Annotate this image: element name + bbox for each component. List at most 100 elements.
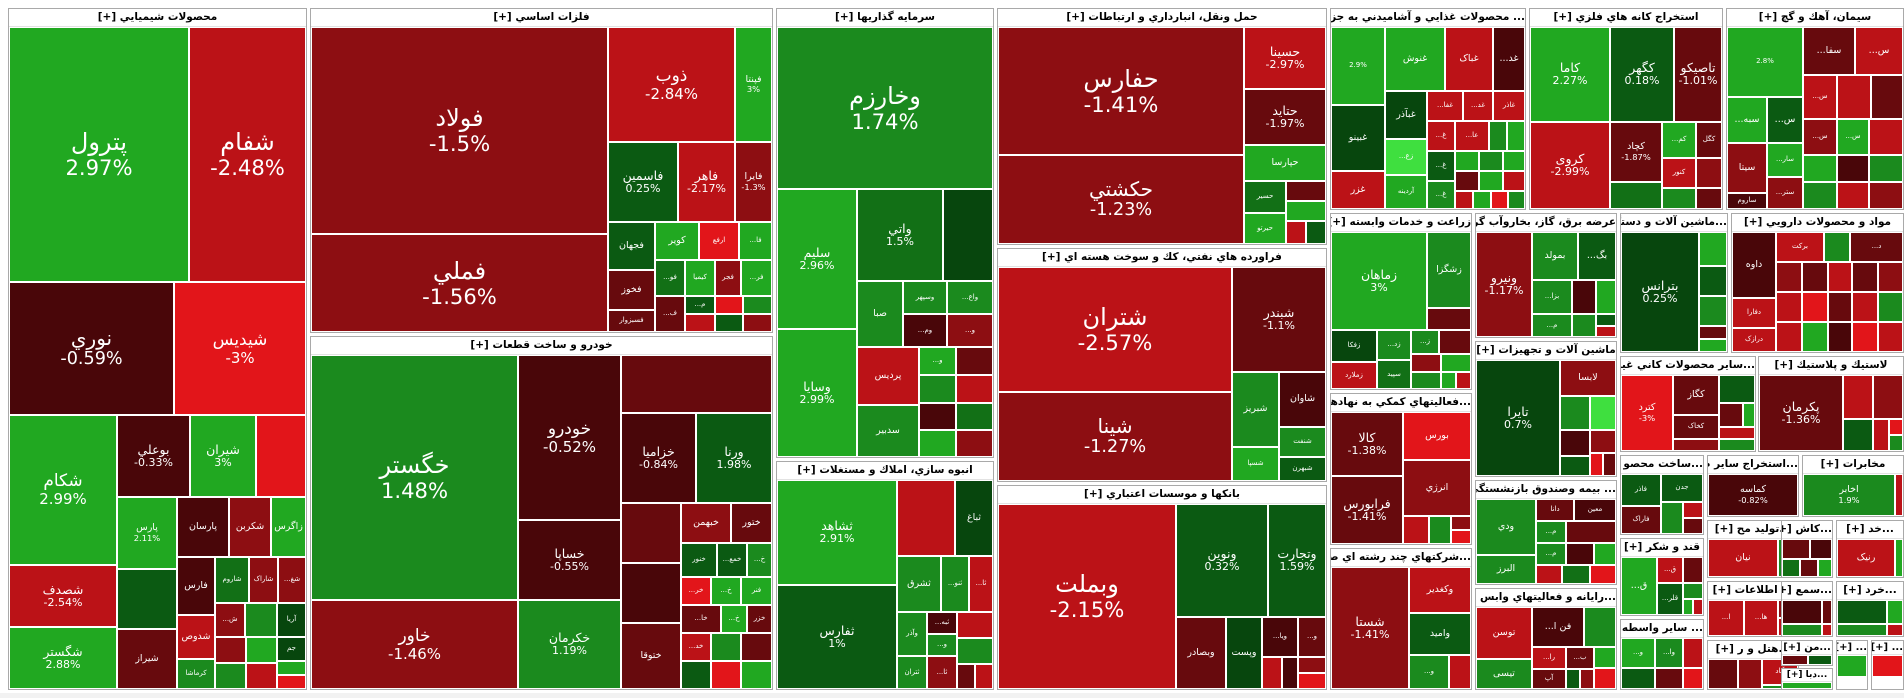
stock-tile[interactable]: س... xyxy=(1803,119,1837,155)
stock-tile[interactable]: خر... xyxy=(681,577,711,605)
stock-tile[interactable] xyxy=(1503,171,1525,191)
stock-tile[interactable]: وخارزم 1.74% xyxy=(777,27,993,189)
stock-tile[interactable]: ختوقا xyxy=(621,623,681,689)
stock-tile[interactable]: م... xyxy=(1532,314,1572,337)
stock-tile[interactable] xyxy=(743,296,772,314)
sector-title[interactable]: انبوه سازي، املاك و مستغلات [+] xyxy=(777,462,993,480)
stock-tile[interactable]: شیران 3% xyxy=(190,415,256,497)
stock-tile[interactable] xyxy=(1889,435,1903,451)
stock-tile[interactable]: نیان xyxy=(1708,539,1778,577)
sector-title[interactable]: ... محصولات غذایي و آشامیدني به جز قند [… xyxy=(1331,9,1525,27)
stock-tile[interactable]: خگستر 1.48% xyxy=(311,355,518,600)
stock-tile[interactable] xyxy=(1824,232,1850,262)
stock-tile[interactable]: ذوب -2.84% xyxy=(608,27,735,142)
stock-tile[interactable]: وپست xyxy=(1226,617,1262,689)
sector-title[interactable]: ... سایر واسطه [+] xyxy=(1621,620,1703,638)
stock-tile[interactable] xyxy=(1895,539,1903,577)
stock-tile[interactable] xyxy=(1837,75,1871,119)
sector-title[interactable]: ...دبا [+] xyxy=(1782,669,1832,682)
stock-tile[interactable] xyxy=(1610,182,1662,209)
stock-tile[interactable] xyxy=(1828,292,1852,322)
stock-tile[interactable]: ثبه... xyxy=(927,612,957,634)
stock-tile[interactable] xyxy=(1562,565,1590,584)
stock-tile[interactable]: برکت xyxy=(1776,232,1824,262)
stock-tile[interactable] xyxy=(919,403,956,430)
stock-tile[interactable]: س... xyxy=(1837,119,1869,155)
stock-tile[interactable] xyxy=(1743,403,1755,427)
stock-tile[interactable]: ونیرو -1.17% xyxy=(1476,232,1532,337)
stock-tile[interactable]: معین xyxy=(1574,499,1616,521)
stock-tile[interactable] xyxy=(1584,607,1616,647)
stock-tile[interactable]: وسایا 2.99% xyxy=(777,329,857,457)
stock-tile[interactable]: و... xyxy=(919,347,956,375)
stock-tile[interactable]: خنور xyxy=(681,543,717,577)
stock-tile[interactable] xyxy=(1439,330,1471,354)
stock-tile[interactable]: سبه... xyxy=(1727,97,1767,143)
stock-tile[interactable]: فن ا... xyxy=(1532,607,1584,647)
stock-tile[interactable] xyxy=(1286,221,1306,244)
stock-tile[interactable] xyxy=(1449,655,1471,689)
stock-tile[interactable]: داوه xyxy=(1732,232,1776,298)
stock-tile[interactable] xyxy=(1776,322,1802,352)
stock-tile[interactable]: شیدیس -3% xyxy=(174,282,306,415)
stock-tile[interactable] xyxy=(1507,121,1525,151)
stock-tile[interactable]: دفارا xyxy=(1732,298,1776,328)
stock-tile[interactable]: و... xyxy=(1621,638,1655,668)
stock-tile[interactable]: وتجارت 1.59% xyxy=(1268,504,1326,617)
sector-title[interactable]: ماشین آلات و تجهیزات [+] xyxy=(1476,342,1616,360)
stock-tile[interactable]: فاهر -2.17% xyxy=(678,142,735,222)
stock-tile[interactable]: خزامیا -0.84% xyxy=(621,413,696,503)
stock-tile[interactable] xyxy=(1572,280,1596,314)
stock-tile[interactable] xyxy=(1286,181,1326,201)
stock-tile[interactable] xyxy=(1782,539,1810,559)
stock-tile[interactable] xyxy=(1572,314,1596,337)
stock-tile[interactable]: پترول 2.97% xyxy=(9,27,189,282)
sector-title[interactable]: ...شركتهاي چند رشته اي صن [+] xyxy=(1331,549,1471,567)
sector-title[interactable]: محصولات شیمیایي [+] xyxy=(9,9,306,27)
stock-tile[interactable] xyxy=(621,355,772,413)
stock-tile[interactable]: کگهر 0.18% xyxy=(1610,27,1674,122)
stock-tile[interactable]: ق... xyxy=(1621,557,1657,615)
stock-tile[interactable] xyxy=(897,480,955,556)
stock-tile[interactable] xyxy=(1822,600,1832,624)
stock-tile[interactable] xyxy=(1719,427,1755,439)
stock-tile[interactable] xyxy=(1451,516,1471,530)
stock-tile[interactable]: حسینا -2.97% xyxy=(1244,27,1326,89)
stock-tile[interactable]: فنر xyxy=(741,577,772,605)
stock-tile[interactable]: صبا xyxy=(857,281,903,347)
sector-title[interactable]: مخابرات [+] xyxy=(1803,456,1903,474)
stock-tile[interactable] xyxy=(277,661,306,675)
sector-title[interactable]: لاستیك و پلاستیك [+] xyxy=(1759,357,1903,375)
stock-tile[interactable] xyxy=(1427,308,1471,330)
stock-tile[interactable]: کویر xyxy=(655,222,699,260)
stock-tile[interactable]: خ... xyxy=(711,577,741,605)
stock-tile[interactable] xyxy=(1837,624,1887,636)
sector-title[interactable]: مواد و محصولات دارویي [+] xyxy=(1732,214,1903,232)
stock-tile[interactable] xyxy=(1843,375,1873,419)
stock-tile[interactable] xyxy=(715,296,743,314)
stock-tile[interactable]: شبهرن xyxy=(1279,457,1326,481)
stock-tile[interactable]: سفا... xyxy=(1803,27,1855,75)
stock-tile[interactable] xyxy=(975,664,993,689)
stock-tile[interactable]: پکرمان -1.36% xyxy=(1759,375,1843,451)
stock-tile[interactable]: کچاد -1.87% xyxy=(1610,122,1662,182)
stock-tile[interactable] xyxy=(1566,543,1594,565)
sector-title[interactable]: ...ماشین آلات و دستگاه‌ها [+] xyxy=(1621,214,1727,232)
stock-tile[interactable]: فجهان xyxy=(608,222,655,270)
sector-title[interactable]: ...سایر محصولات كاني غیر [+] xyxy=(1621,357,1755,375)
stock-tile[interactable]: زد... xyxy=(1377,330,1411,360)
stock-tile[interactable]: شبریز xyxy=(1232,372,1279,447)
stock-tile[interactable]: زاگرس xyxy=(271,497,306,557)
stock-tile[interactable]: شنفت xyxy=(1279,427,1326,457)
sector-title[interactable]: ...فعالیتهاي كمكي به نهادها [+] xyxy=(1331,394,1471,412)
stock-tile[interactable] xyxy=(1802,292,1828,322)
sector-title[interactable]: عرضه برق، گاز، بخاروآب گرم [+] xyxy=(1476,214,1616,232)
stock-tile[interactable]: ش... xyxy=(215,603,245,637)
stock-tile[interactable] xyxy=(117,569,177,629)
stock-tile[interactable] xyxy=(1456,372,1471,389)
stock-tile[interactable] xyxy=(1560,456,1590,476)
stock-tile[interactable]: توسن xyxy=(1476,607,1532,659)
stock-tile[interactable] xyxy=(1455,171,1479,191)
stock-tile[interactable]: شتران -2.57% xyxy=(998,267,1232,392)
stock-tile[interactable]: فپنتا 3% xyxy=(735,27,772,142)
